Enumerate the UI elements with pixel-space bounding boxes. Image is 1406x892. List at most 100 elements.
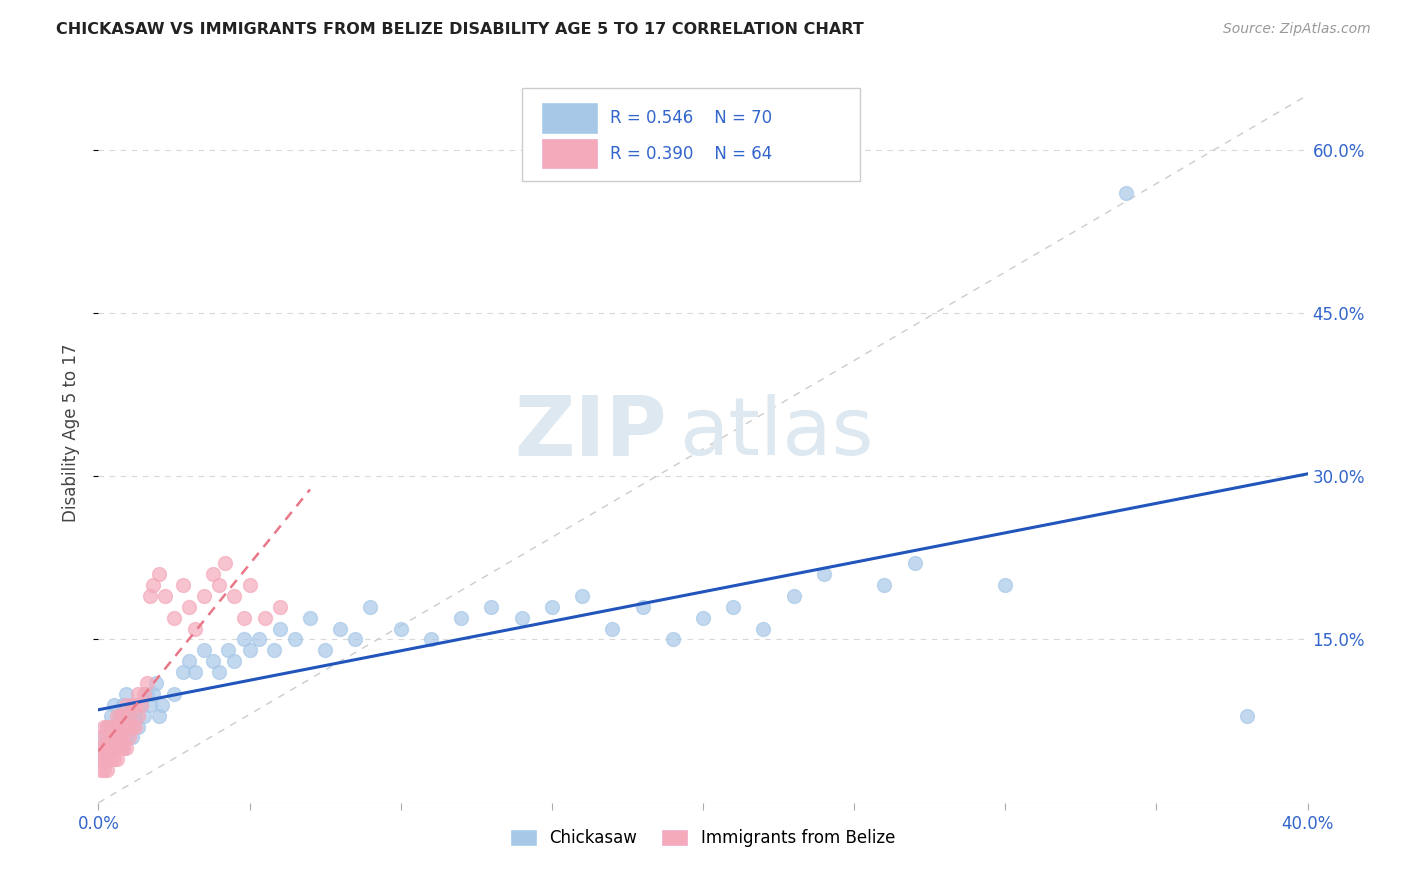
- Point: [103, 741, 125, 756]
- Point: [100, 708, 122, 723]
- Point: [873, 578, 896, 592]
- FancyBboxPatch shape: [543, 138, 596, 169]
- Point: [108, 720, 131, 734]
- Point: [90, 741, 112, 756]
- FancyBboxPatch shape: [522, 88, 860, 181]
- Point: [253, 611, 276, 625]
- Point: [124, 720, 146, 734]
- Point: [100, 752, 122, 766]
- Point: [481, 599, 503, 614]
- Point: [132, 687, 155, 701]
- Point: [284, 632, 307, 647]
- Point: [108, 708, 131, 723]
- Point: [661, 632, 683, 647]
- Point: [208, 665, 231, 680]
- Point: [105, 708, 128, 723]
- Point: [111, 698, 134, 712]
- Point: [752, 622, 775, 636]
- Point: [93, 741, 115, 756]
- Point: [121, 698, 143, 712]
- Point: [124, 698, 146, 712]
- Point: [172, 578, 194, 592]
- Point: [121, 698, 143, 712]
- Point: [202, 567, 225, 582]
- Point: [193, 589, 215, 603]
- Point: [148, 567, 170, 582]
- Point: [103, 731, 125, 745]
- Point: [142, 578, 165, 592]
- Point: [93, 752, 115, 766]
- Point: [163, 687, 186, 701]
- Point: [232, 632, 254, 647]
- Point: [360, 599, 382, 614]
- Point: [813, 567, 835, 582]
- Point: [103, 731, 125, 745]
- Point: [1115, 186, 1137, 200]
- Point: [329, 622, 352, 636]
- Text: R = 0.390    N = 64: R = 0.390 N = 64: [610, 145, 772, 162]
- Point: [93, 731, 115, 745]
- Point: [132, 708, 155, 723]
- Point: [314, 643, 336, 657]
- Point: [783, 589, 806, 603]
- Point: [692, 611, 714, 625]
- Point: [184, 622, 207, 636]
- Point: [420, 632, 443, 647]
- Text: ZIP: ZIP: [515, 392, 666, 473]
- Point: [723, 599, 745, 614]
- Point: [93, 720, 115, 734]
- Point: [127, 720, 149, 734]
- Point: [111, 708, 134, 723]
- Point: [90, 731, 112, 745]
- Point: [184, 665, 207, 680]
- Point: [118, 731, 141, 745]
- Point: [105, 741, 128, 756]
- Point: [105, 741, 128, 756]
- Point: [904, 556, 927, 570]
- Point: [172, 665, 194, 680]
- Point: [163, 611, 186, 625]
- Point: [108, 731, 131, 745]
- Point: [103, 720, 125, 734]
- Point: [103, 698, 125, 712]
- Point: [100, 741, 122, 756]
- Point: [105, 752, 128, 766]
- Point: [118, 720, 141, 734]
- Point: [118, 720, 141, 734]
- Point: [111, 741, 134, 756]
- Point: [232, 611, 254, 625]
- Y-axis label: Disability Age 5 to 17: Disability Age 5 to 17: [62, 343, 80, 522]
- Point: [100, 741, 122, 756]
- Point: [571, 589, 593, 603]
- Point: [602, 622, 624, 636]
- Point: [269, 599, 291, 614]
- Point: [139, 589, 162, 603]
- Text: R = 0.546    N = 70: R = 0.546 N = 70: [610, 109, 772, 127]
- Text: Source: ZipAtlas.com: Source: ZipAtlas.com: [1223, 22, 1371, 37]
- Point: [96, 741, 118, 756]
- Point: [145, 676, 167, 690]
- Point: [150, 698, 173, 712]
- Point: [96, 731, 118, 745]
- Point: [90, 763, 112, 777]
- Point: [208, 578, 231, 592]
- Point: [239, 643, 262, 657]
- Point: [135, 676, 157, 690]
- Point: [114, 687, 136, 701]
- Point: [179, 599, 201, 614]
- Text: CHICKASAW VS IMMIGRANTS FROM BELIZE DISABILITY AGE 5 TO 17 CORRELATION CHART: CHICKASAW VS IMMIGRANTS FROM BELIZE DISA…: [56, 22, 865, 37]
- Point: [100, 731, 122, 745]
- Point: [202, 654, 225, 668]
- Point: [179, 654, 201, 668]
- Point: [105, 720, 128, 734]
- Point: [108, 731, 131, 745]
- Point: [299, 611, 322, 625]
- Point: [114, 731, 136, 745]
- Point: [121, 731, 143, 745]
- Point: [450, 611, 472, 625]
- Point: [142, 687, 165, 701]
- Point: [96, 752, 118, 766]
- Point: [96, 752, 118, 766]
- Point: [100, 720, 122, 734]
- Point: [389, 622, 412, 636]
